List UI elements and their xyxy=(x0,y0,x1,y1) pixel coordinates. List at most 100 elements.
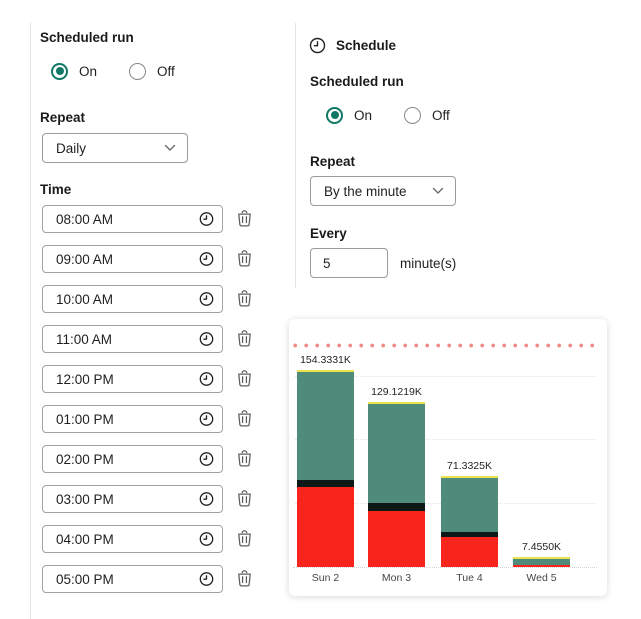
time-row: 02:00 PM xyxy=(42,445,253,473)
every-minutes-input[interactable]: 5 xyxy=(310,248,388,278)
bar-value-label: 71.3325K xyxy=(447,459,492,472)
radio-off-label[interactable]: Off xyxy=(432,107,450,123)
trash-icon xyxy=(236,570,253,588)
repeat-dropdown-by-the-minute[interactable]: By the minute xyxy=(310,176,456,206)
radio-on-label[interactable]: On xyxy=(354,107,373,123)
radio-on[interactable] xyxy=(326,106,343,124)
time-input[interactable]: 04:00 PM xyxy=(42,525,223,553)
trash-icon xyxy=(236,370,253,388)
delete-time-button[interactable] xyxy=(236,210,253,228)
delete-time-button[interactable] xyxy=(236,570,253,588)
time-input[interactable]: 10:00 AM xyxy=(42,285,223,313)
left-scheduled-run-label: Scheduled run xyxy=(40,30,134,45)
time-input[interactable]: 08:00 AM xyxy=(42,205,223,233)
stacked-bar-wed-5[interactable] xyxy=(513,557,570,567)
stacked-bar-tue-4[interactable] xyxy=(441,475,498,567)
repeat-dropdown-value: By the minute xyxy=(324,183,407,199)
trash-icon xyxy=(236,330,253,348)
schedule-header-label: Schedule xyxy=(336,38,397,53)
green-segment[interactable] xyxy=(368,402,425,503)
stacked-bar-mon-3[interactable] xyxy=(368,402,425,567)
time-input[interactable]: 12:00 PM xyxy=(42,365,223,393)
gridline xyxy=(295,439,595,441)
clock-icon[interactable] xyxy=(199,332,214,347)
trash-icon xyxy=(236,490,253,508)
black-segment[interactable] xyxy=(368,502,425,511)
right-scheduled-run-label: Scheduled run xyxy=(310,74,404,89)
time-input[interactable]: 03:00 PM xyxy=(42,485,223,513)
delete-time-button[interactable] xyxy=(236,410,253,428)
repeat-dropdown-value: Daily xyxy=(56,140,87,156)
refresh-history-chart: 154.3331K Sun 2 129.1219K Mon 3 71.3325K Tue … xyxy=(289,319,607,596)
target-dotted-line xyxy=(293,343,596,348)
radio-off-label[interactable]: Off xyxy=(157,63,175,79)
x-axis-category-label: Tue 4 xyxy=(456,572,483,584)
repeat-dropdown-daily[interactable]: Daily xyxy=(42,133,188,163)
green-segment[interactable] xyxy=(513,557,570,565)
trash-icon xyxy=(236,410,253,428)
time-value: 09:00 AM xyxy=(56,251,114,267)
green-segment[interactable] xyxy=(297,370,354,480)
clock-icon[interactable] xyxy=(199,412,214,427)
delete-time-button[interactable] xyxy=(236,330,253,348)
red-segment[interactable] xyxy=(297,486,354,567)
radio-off[interactable] xyxy=(404,106,422,124)
time-input[interactable]: 01:00 PM xyxy=(42,405,223,433)
time-value: 05:00 PM xyxy=(56,571,114,587)
red-segment[interactable] xyxy=(513,565,570,567)
x-axis-category-label: Sun 2 xyxy=(311,572,340,584)
time-row: 01:00 PM xyxy=(42,405,253,433)
trash-icon xyxy=(236,210,253,228)
time-input[interactable]: 09:00 AM xyxy=(42,245,223,273)
every-minutes-value: 5 xyxy=(323,255,331,271)
trash-icon xyxy=(236,450,253,468)
time-row: 03:00 PM xyxy=(42,485,253,513)
delete-time-button[interactable] xyxy=(236,530,253,548)
stacked-bar-sun-2[interactable] xyxy=(297,370,354,567)
delete-time-button[interactable] xyxy=(236,450,253,468)
radio-off[interactable] xyxy=(129,62,147,80)
time-label: Time xyxy=(40,182,72,197)
green-segment[interactable] xyxy=(441,475,498,532)
delete-time-button[interactable] xyxy=(236,250,253,268)
right-scheduled-run-radio-group: On Off xyxy=(326,106,450,124)
clock-icon[interactable] xyxy=(199,212,214,227)
radio-on-label[interactable]: On xyxy=(79,63,98,79)
delete-time-button[interactable] xyxy=(236,290,253,308)
red-segment[interactable] xyxy=(368,510,425,567)
chevron-down-icon xyxy=(432,187,444,194)
time-value: 04:00 PM xyxy=(56,531,114,547)
clock-icon[interactable] xyxy=(199,492,214,507)
clock-icon[interactable] xyxy=(199,292,214,307)
clock-icon[interactable] xyxy=(199,372,214,387)
clock-icon[interactable] xyxy=(199,532,214,547)
every-unit-label: minute(s) xyxy=(400,256,457,271)
time-input[interactable]: 11:00 AM xyxy=(42,325,223,353)
time-value: 03:00 PM xyxy=(56,491,114,507)
radio-on[interactable] xyxy=(51,62,68,80)
time-input[interactable]: 05:00 PM xyxy=(42,565,223,593)
time-input[interactable]: 02:00 PM xyxy=(42,445,223,473)
left-scheduled-run-radio-group: On Off xyxy=(51,62,175,80)
red-segment[interactable] xyxy=(441,536,498,567)
radio-dot xyxy=(330,111,339,119)
black-segment[interactable] xyxy=(441,532,498,537)
bar-value-label: 129.1219K xyxy=(371,386,422,399)
delete-time-button[interactable] xyxy=(236,490,253,508)
left-panel-divider xyxy=(30,22,31,619)
chevron-down-icon xyxy=(164,144,176,151)
delete-time-button[interactable] xyxy=(236,370,253,388)
time-value: 01:00 PM xyxy=(56,411,114,427)
trash-icon xyxy=(236,530,253,548)
time-row: 05:00 PM xyxy=(42,565,253,593)
x-axis-line xyxy=(293,567,597,568)
black-segment[interactable] xyxy=(297,479,354,487)
clock-icon[interactable] xyxy=(199,452,214,467)
clock-icon[interactable] xyxy=(199,252,214,267)
time-row: 08:00 AM xyxy=(42,205,253,233)
x-axis-category-label: Mon 3 xyxy=(381,572,412,584)
time-row: 09:00 AM xyxy=(42,245,253,273)
time-value: 11:00 AM xyxy=(56,331,113,347)
clock-icon[interactable] xyxy=(199,572,214,587)
